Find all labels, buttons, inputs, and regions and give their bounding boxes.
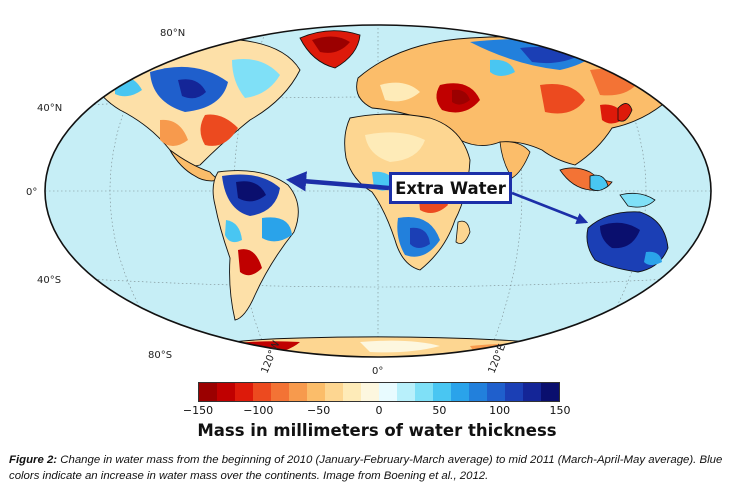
australia [586,211,669,273]
colorbar [198,382,560,402]
lat-label-80s: 80°S [148,350,172,361]
colorbar-segment [379,383,397,401]
world-water-mass-map: 80°N 40°N 0° 40°S 80°S 120°W 0° 120°E [26,24,712,377]
colorbar-segment [199,383,217,401]
colorbar-tick-label: 50 [432,404,447,417]
colorbar-segment [415,383,433,401]
map-frame [44,24,712,358]
colorbar-segment [343,383,361,401]
lat-label-40s: 40°S [37,275,61,286]
japan [617,103,633,122]
colorbar-segment [541,383,559,401]
lat-label-40n: 40°N [37,103,62,114]
colorbar-segment [271,383,289,401]
borneo [589,174,609,191]
colorbar-segment [307,383,325,401]
caption-text: Change in water mass from the beginning … [9,454,723,482]
colorbar-segment [469,383,487,401]
india [499,141,531,179]
colorbar-tick-label: −150 [182,404,214,417]
extra-water-callout: Extra Water [389,172,512,204]
colorbar-segment [361,383,379,401]
colorbar-tick-label: 100 [489,404,511,417]
colorbar-segment [433,383,451,401]
colorbar-segment [217,383,235,401]
colorbar-segment [289,383,307,401]
greenland [299,30,361,69]
colorbar-segment [397,383,415,401]
colorbar-tick-label: −100 [243,404,274,417]
new-guinea [619,192,656,208]
colorbar-segment [325,383,343,401]
colorbar-segment [235,383,253,401]
arrow-to-amazon [285,171,390,192]
colorbar-title: Mass in millimeters of water thickness [197,421,557,440]
lat-label-0: 0° [26,187,37,198]
colorbar-tick-label: −50 [307,404,331,417]
antarctica [149,336,641,357]
colorbar-tick-label: 0 [375,404,383,417]
new-zealand [677,265,693,281]
colorbar-segment [487,383,505,401]
colorbar-segment [505,383,523,401]
figure-caption: Figure 2: Change in water mass from the … [9,452,747,484]
colorbar-segment [451,383,469,401]
colorbar-tick-label: 150 [549,404,571,417]
colorbar-segment [253,383,271,401]
caption-label: Figure 2: [9,454,58,466]
colorbar-ticks: −150 −100 −50 0 50 100 150 [183,404,571,418]
arrow-to-australia [511,191,589,225]
lat-label-80n: 80°N [160,28,185,39]
lon-label-0: 0° [372,366,383,377]
colorbar-segment [523,383,541,401]
madagascar [455,220,471,245]
